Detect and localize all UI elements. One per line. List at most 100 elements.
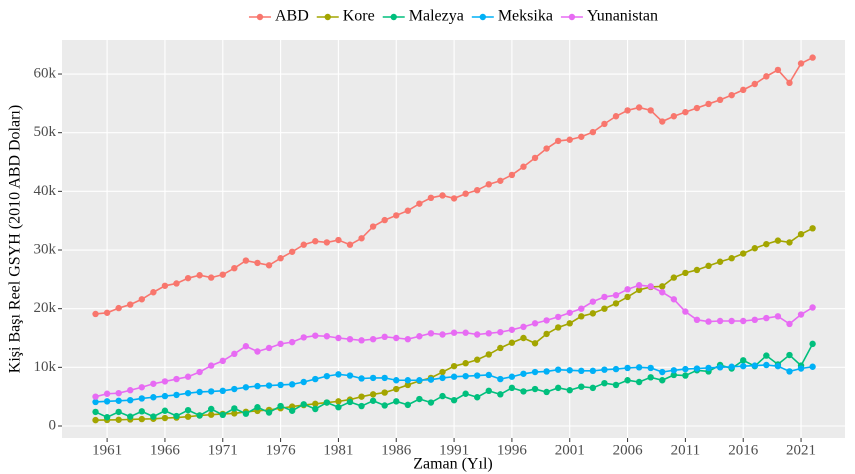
data-point (566, 309, 573, 316)
x-tick-label: 1996 (497, 442, 528, 458)
data-point (404, 401, 412, 409)
data-point (103, 414, 111, 421)
data-point (612, 300, 620, 307)
data-point (786, 79, 793, 87)
data-point (254, 404, 261, 411)
data-point (786, 368, 793, 375)
data-point (635, 104, 643, 111)
data-point (589, 367, 597, 375)
data-point (751, 80, 758, 88)
data-point (543, 317, 550, 324)
data-point (127, 301, 134, 308)
data-point (335, 404, 342, 411)
data-point (450, 396, 458, 404)
data-point (497, 344, 504, 352)
data-point (670, 367, 678, 374)
data-point (358, 393, 365, 400)
data-point (427, 194, 435, 202)
data-point (635, 378, 643, 386)
data-point (578, 133, 585, 140)
data-point (300, 378, 307, 386)
data-point (809, 304, 816, 311)
data-point (589, 384, 597, 392)
data-point (763, 240, 770, 248)
data-point (416, 333, 423, 340)
data-point (92, 310, 99, 318)
data-point (485, 351, 492, 358)
data-point (740, 317, 747, 325)
data-point (369, 223, 377, 230)
data-point (566, 136, 573, 143)
data-point (624, 364, 631, 372)
data-point (740, 86, 747, 94)
data-point (161, 392, 169, 400)
data-point (427, 330, 435, 337)
data-point (670, 296, 678, 303)
data-point (786, 239, 793, 246)
data-point (92, 398, 99, 406)
data-point (138, 408, 146, 415)
data-point (531, 320, 539, 327)
data-point (786, 320, 793, 328)
data-point (797, 311, 805, 318)
data-point (335, 334, 342, 342)
data-point (716, 258, 724, 265)
data-point (207, 411, 215, 418)
data-point (265, 382, 273, 389)
data-point (508, 384, 516, 392)
data-point (92, 408, 99, 416)
data-point (751, 316, 758, 324)
data-point (624, 286, 631, 293)
data-point (497, 391, 504, 398)
data-point (578, 305, 585, 312)
data-point (635, 282, 643, 289)
data-point (404, 377, 412, 384)
data-point (763, 314, 770, 322)
x-tick-label: 1966 (150, 442, 181, 458)
data-point (659, 289, 666, 296)
data-point (439, 368, 446, 376)
data-point (716, 364, 724, 371)
data-point (207, 274, 215, 281)
data-point (659, 368, 666, 376)
data-point (659, 377, 666, 384)
data-point (381, 333, 388, 341)
data-point (242, 384, 250, 391)
data-point (693, 316, 701, 324)
data-point (335, 236, 342, 244)
data-point (381, 374, 388, 382)
data-point (740, 362, 747, 370)
data-point (358, 235, 365, 242)
data-point (647, 283, 654, 290)
x-tick-label: 1976 (266, 442, 297, 458)
data-point (196, 272, 203, 279)
data-point (728, 91, 735, 99)
data-point (774, 237, 782, 244)
data-point (138, 395, 146, 402)
data-point (312, 332, 319, 339)
legend-label: Yunanistan (587, 8, 658, 25)
data-point (705, 262, 712, 270)
data-point (554, 384, 562, 392)
data-point (369, 391, 377, 398)
data-point (231, 385, 238, 393)
data-point (601, 120, 608, 128)
data-point (277, 381, 284, 389)
data-point (416, 395, 423, 403)
data-point (173, 391, 180, 399)
x-tick-label: 1986 (381, 442, 412, 458)
data-point (161, 378, 169, 385)
data-point (150, 380, 157, 387)
data-point (184, 406, 192, 414)
data-point (647, 107, 654, 114)
data-point (462, 390, 469, 397)
data-point (323, 333, 331, 340)
data-point (103, 309, 111, 316)
data-point (335, 371, 342, 378)
x-tick-label: 1981 (323, 442, 353, 458)
x-axis-title: Zaman (Yıl) (413, 456, 493, 473)
data-point (543, 330, 550, 338)
data-point (543, 145, 550, 152)
data-point (254, 348, 261, 355)
x-tick-label: 2011 (671, 442, 700, 458)
